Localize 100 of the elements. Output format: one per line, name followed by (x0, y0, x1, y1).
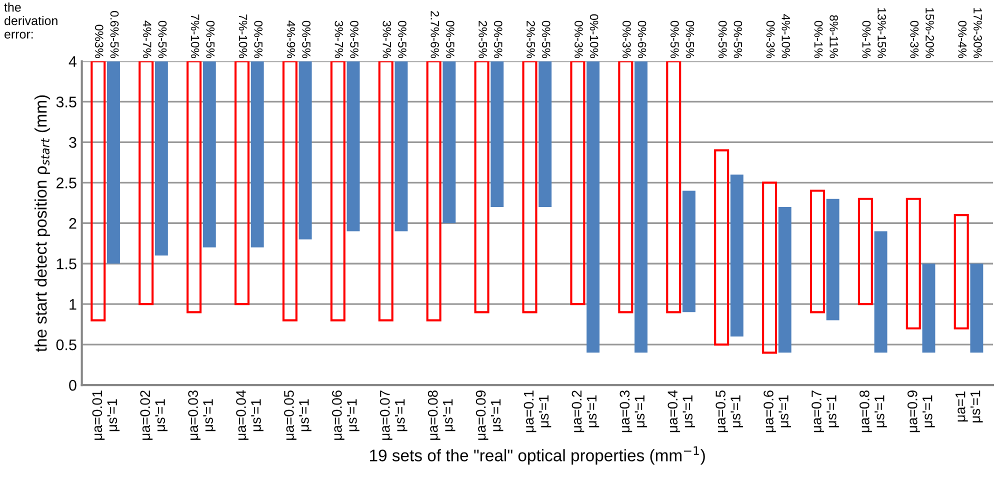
text: 0%-3% (622, 20, 631, 58)
y-tick-label: 2 (69, 218, 76, 229)
text: 0%-10% (590, 14, 598, 58)
y-tick-label: 2.5 (56, 178, 76, 188)
text: 2.7%-6% (430, 11, 440, 58)
text: 0%-4% (958, 20, 967, 58)
text: 0%-5% (542, 20, 550, 58)
x-tick-label: μa=0.02 μs'=1 (140, 390, 168, 440)
text: 0%-3% (910, 20, 919, 58)
x-tick-label: μa=0.01 μs'=1 (92, 390, 120, 440)
y-tick-label: 3 (69, 137, 76, 148)
text: 8%-11% (830, 15, 838, 58)
bar (107, 61, 120, 264)
x-tick-label: μa=0.08 μs'=1 (428, 390, 456, 440)
bar (394, 61, 408, 232)
bar (570, 61, 586, 306)
y-tick-label: 1 (70, 299, 76, 310)
text: 4%-9% (286, 20, 296, 58)
text: 0%-5% (350, 20, 358, 58)
text: 2%-5% (526, 21, 535, 58)
text: 0%-5% (398, 20, 406, 58)
bar (874, 231, 888, 353)
bar (922, 264, 936, 353)
text: 0%-5% (254, 20, 263, 58)
y-axis-title: the start detect position ρ$_{start}$ (mm) (34, 95, 50, 352)
bar (730, 174, 744, 336)
bar (442, 61, 456, 224)
bar (474, 61, 490, 314)
x-tick-label: μa=0.5 μs'=1 (716, 390, 743, 432)
y-tick-label: 4 (68, 56, 77, 67)
x-tick-label: μa=0.4 μs'=1 (668, 390, 696, 432)
x-tick-label: μa=1 μs'=1 (956, 390, 983, 422)
bar (826, 198, 840, 320)
y-tick-label: 0 (69, 380, 76, 391)
y-tick-label: 1.5 (56, 258, 76, 270)
bar (666, 61, 682, 314)
bar (970, 264, 984, 353)
bar (858, 198, 873, 306)
bar (330, 61, 346, 322)
text: 0%3% (94, 24, 104, 58)
text: 0%-5% (158, 20, 167, 58)
bar (202, 61, 216, 248)
x-tick-label: μa=0.03 μs'=1 (188, 390, 216, 440)
bar (154, 61, 168, 256)
x-tick-label: μa=0.9 μs'=1 (907, 390, 935, 432)
x-tick-label: μa=0.06 μs'=1 (332, 390, 360, 440)
text: 0%-5% (446, 20, 454, 58)
text: 0%-5% (494, 20, 502, 58)
x-tick-label: μa=0.04 μs'=1 (236, 390, 264, 440)
bar (282, 61, 298, 322)
text: 3%-7% (334, 20, 344, 58)
x-tick-label: μa=0.07 μs'=1 (380, 390, 408, 440)
bar (810, 190, 826, 314)
text: the derivation error: (4, 2, 58, 39)
x-tick-label: μa=0.3 μs'=1 (620, 390, 648, 432)
bar (906, 198, 921, 330)
text: 7%-10% (190, 14, 200, 58)
bar (714, 149, 730, 346)
x-tick-label: μa=0.6 μs'=1 (764, 390, 791, 432)
x-tick-label: μa=0.09 μs'=1 (476, 390, 504, 440)
x-axis-title: 19 sets of the "real" optical properties (mm$^{−1}$) (370, 446, 705, 465)
bar (346, 61, 360, 232)
text: 0.6%-5% (110, 11, 119, 58)
bar (954, 214, 969, 330)
text: 0%-5% (302, 20, 311, 58)
text: 0%-1% (862, 20, 871, 58)
bar (90, 61, 106, 322)
y-tick-label: 0.5 (56, 339, 76, 350)
text: 2%-5% (478, 21, 487, 58)
text: 0%-5% (686, 20, 694, 58)
text: 0%-5% (718, 20, 727, 58)
bar (634, 61, 648, 353)
bar (138, 61, 154, 306)
bar (522, 61, 538, 314)
bar (426, 61, 442, 322)
bar (778, 206, 792, 353)
bar (682, 190, 696, 312)
text: 0%-5% (206, 20, 215, 58)
text: 17%-30% (974, 8, 982, 58)
bar (250, 61, 264, 248)
bar (186, 61, 202, 314)
x-tick-label: μa=0.2 μs'=1 (572, 390, 600, 432)
x-tick-label: μa=0.1 μs'=1 (524, 390, 552, 432)
text: 0%-6% (638, 20, 646, 58)
text: 7%-10% (238, 14, 248, 58)
text: 3%-7% (382, 20, 392, 58)
x-tick-label: μa=0.7 μs'=1 (812, 390, 839, 432)
bar (586, 61, 600, 353)
bar (762, 182, 778, 354)
bar (618, 61, 634, 314)
text: 0%-5% (670, 20, 679, 58)
bar (538, 61, 552, 207)
x-tick-label: μa=0.05 μs'=1 (284, 390, 312, 440)
bar (298, 61, 312, 240)
bar (234, 61, 250, 306)
x-tick-label: μa=0.8 μs'=1 (860, 390, 887, 432)
text: 0%-3% (766, 20, 775, 58)
text: 4%-10% (782, 14, 790, 58)
bar (378, 61, 394, 322)
bar (490, 61, 504, 207)
